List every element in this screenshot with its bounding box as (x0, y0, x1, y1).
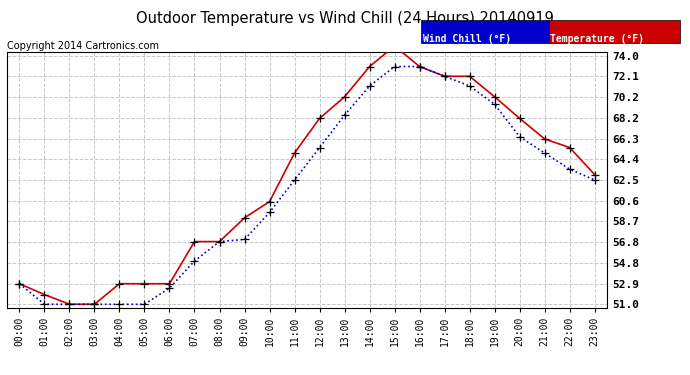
Text: Copyright 2014 Cartronics.com: Copyright 2014 Cartronics.com (7, 41, 159, 51)
Text: Temperature (°F): Temperature (°F) (550, 34, 644, 44)
Text: Outdoor Temperature vs Wind Chill (24 Hours) 20140919: Outdoor Temperature vs Wind Chill (24 Ho… (136, 11, 554, 26)
Text: Wind Chill (°F): Wind Chill (°F) (423, 34, 511, 44)
